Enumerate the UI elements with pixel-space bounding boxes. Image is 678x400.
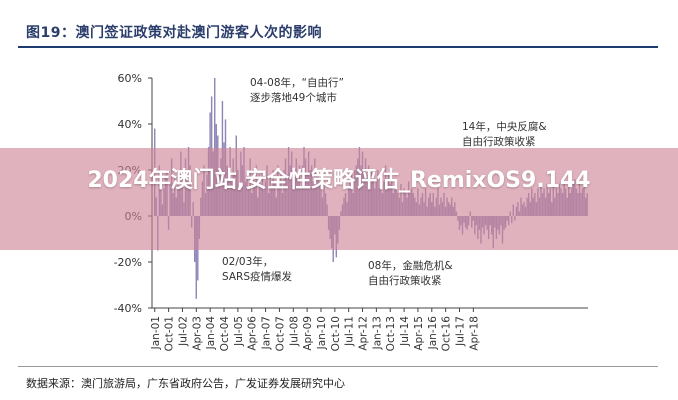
x-tick-label: Jan-16 [427,316,439,351]
annotation-anticorruption: 14年，中央反腐& 自由行政策收紧 [462,120,547,150]
x-tick-label: Apr-06 [247,316,259,351]
watermark-band [0,148,678,250]
annotation-sars: 02/03年， SARS疫情爆发 [222,255,292,285]
annotation-sars-line2: SARS疫情爆发 [222,271,293,283]
x-tick-label: Jul-14 [399,316,411,347]
annotation-free-travel: 04-08年，“自由行” 逐步落地49个城市 [250,76,344,106]
x-tick-label: Apr-18 [468,316,480,351]
y-tick-label: 60% [118,72,142,85]
x-tick-label: Oct-10 [330,316,342,351]
annotation-financial-crisis: 08年，金融危机& 自由行政策收紧 [368,259,453,289]
x-tick-label: Jan-04 [205,316,217,351]
axis-layer: 60%40%20%0%-20%-40%Jan-01Oct-01Jul-02Apr… [114,72,588,351]
x-tick-label: Jan-13 [371,316,383,350]
x-tick-label: Jan-07 [261,316,273,350]
x-tick-label: Jan-01 [150,316,162,350]
x-tick-label: Jan-10 [316,316,328,350]
source-note: 数据来源：澳门旅游局，广东省政府公告，广发证券发展研究中心 [26,377,345,390]
x-tick-label: Jul-05 [233,316,245,347]
annotation-financial-crisis-line2: 自由行政策收紧 [368,275,442,287]
x-tick-label: Jul-17 [454,316,466,347]
x-tick-label: Oct-16 [441,316,453,352]
title-divider [18,46,658,48]
bar [214,78,216,216]
x-tick-label: Jul-08 [288,316,300,347]
x-tick-label: Oct-01 [164,316,176,351]
annotation-anticorruption-line1: 14年，中央反腐& [462,121,547,133]
figure-title: 图19：澳门签证政策对赴澳门游客人次的影响 [26,25,322,41]
y-tick-label: -20% [114,256,142,269]
annotation-anticorruption-line2: 自由行政策收紧 [462,136,536,148]
x-tick-label: Apr-12 [358,316,370,351]
x-tick-label: Oct-13 [385,316,397,351]
y-tick-label: 40% [118,118,142,131]
x-tick-label: Oct-04 [219,316,231,352]
x-tick-label: Apr-03 [191,316,203,351]
y-tick-label: -40% [114,302,142,315]
annotation-free-travel-line2: 逐步落地49个城市 [250,92,337,104]
x-tick-label: Apr-09 [302,316,314,351]
overlay-title: 2024年澳门站,安全性策略评估_RemixOS9.144 [87,168,591,193]
annotation-financial-crisis-line1: 08年，金融危机& [368,260,453,272]
x-tick-label: Apr-15 [413,316,425,351]
footer-divider [18,366,658,367]
annotation-free-travel-line1: 04-08年，“自由行” [250,77,344,89]
bar [195,216,197,299]
x-tick-label: Jul-11 [344,316,356,347]
annotation-sars-line1: 02/03年， [222,256,274,268]
x-tick-label: Oct-07 [274,316,286,351]
x-tick-label: Jul-02 [177,316,189,347]
